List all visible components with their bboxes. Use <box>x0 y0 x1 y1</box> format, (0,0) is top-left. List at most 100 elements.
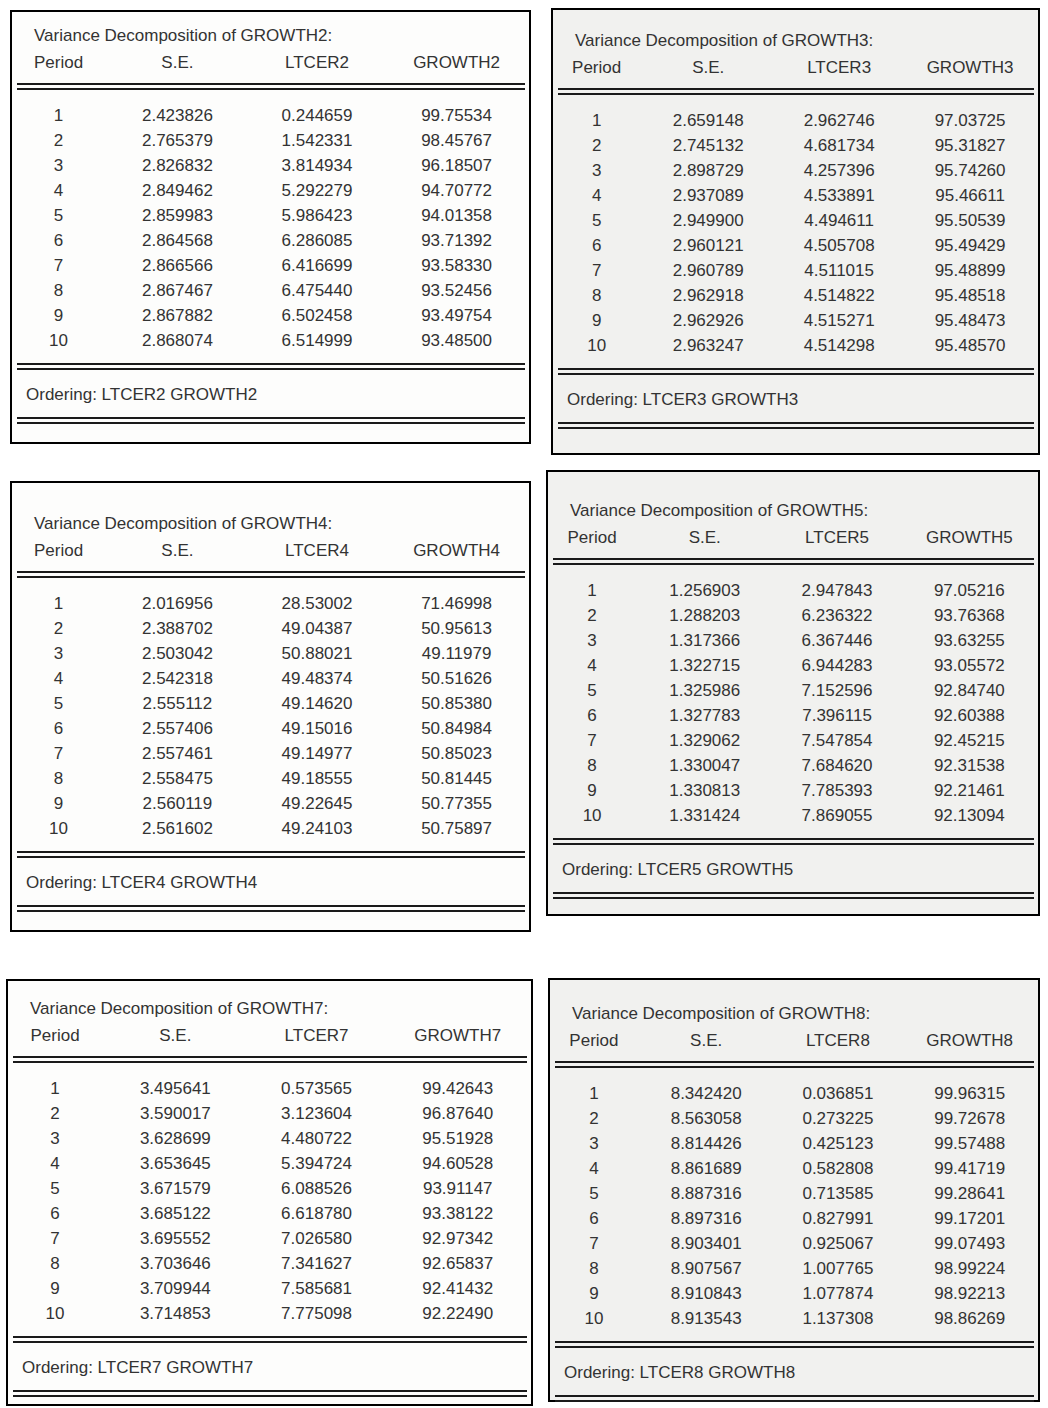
table-cell: 92.84740 <box>901 678 1038 703</box>
column-header-growth: GROWTH2 <box>384 50 529 75</box>
table-cell: 5.986423 <box>250 203 384 228</box>
table-cell: 0.582808 <box>774 1156 901 1181</box>
table-row: 11.2569032.94784397.05216 <box>548 578 1038 603</box>
table-cell: 5 <box>12 691 105 716</box>
table-title: Variance Decomposition of GROWTH3: <box>553 30 1038 51</box>
table-row: 103.7148537.77509892.22490 <box>8 1301 531 1326</box>
ordering-note: Ordering: LTCER7 GROWTH7 <box>22 1358 531 1378</box>
table-row: 22.7451324.68173495.31827 <box>553 133 1038 158</box>
table-row: 52.8599835.98642394.01358 <box>12 203 529 228</box>
table-cell: 50.95613 <box>384 616 529 641</box>
table-cell: 2.560119 <box>105 791 250 816</box>
column-header-growth: GROWTH8 <box>901 1028 1038 1053</box>
table-cell: 2.864568 <box>105 228 250 253</box>
table-cell: 0.036851 <box>774 1081 901 1106</box>
table-cell: 5.394724 <box>249 1151 385 1176</box>
table-row: 63.6851226.61878093.38122 <box>8 1201 531 1226</box>
table-cell: 49.14620 <box>250 691 384 716</box>
table-header-row: Period S.E. LTCER4 GROWTH4 <box>12 538 529 563</box>
table-cell: 95.74260 <box>902 158 1038 183</box>
table-cell: 6.618780 <box>249 1201 385 1226</box>
table-row: 101.3314247.86905592.13094 <box>548 803 1038 828</box>
table-row: 13.4956410.57356599.42643 <box>8 1076 531 1101</box>
table-cell: 5 <box>8 1176 102 1201</box>
table-cell: 2.555112 <box>105 691 250 716</box>
table-cell: 2.960789 <box>640 258 776 283</box>
table-cell: 2.558475 <box>105 766 250 791</box>
column-header-period: Period <box>8 1023 102 1048</box>
column-header-ltcer: LTCER2 <box>250 50 384 75</box>
table-cell: 0.925067 <box>774 1231 901 1256</box>
table-cell: 1.137308 <box>774 1306 901 1331</box>
table-cell: 2 <box>548 603 636 628</box>
table-cell: 92.97342 <box>385 1226 531 1251</box>
table-cell: 71.46998 <box>384 591 529 616</box>
table-cell: 6.286085 <box>250 228 384 253</box>
table-row: 91.3308137.78539392.21461 <box>548 778 1038 803</box>
table-cell: 99.28641 <box>901 1181 1038 1206</box>
table-row: 23.5900173.12360496.87640 <box>8 1101 531 1126</box>
table-cell: 1.317366 <box>636 628 773 653</box>
table-cell: 3.495641 <box>102 1076 248 1101</box>
table-cell: 7 <box>12 253 105 278</box>
table-cell: 99.07493 <box>901 1231 1038 1256</box>
table-cell: 3 <box>8 1126 102 1151</box>
table-cell: 8.913543 <box>638 1306 775 1331</box>
table-row: 82.55847549.1855550.81445 <box>12 766 529 791</box>
table-cell: 5.292279 <box>250 178 384 203</box>
table-row: 22.7653791.54233198.45767 <box>12 128 529 153</box>
table-cell: 6 <box>8 1201 102 1226</box>
column-header-growth: GROWTH5 <box>901 525 1038 550</box>
double-rule <box>555 1061 1034 1068</box>
table-cell: 2.962918 <box>640 283 776 308</box>
table-cell: 7.585681 <box>249 1276 385 1301</box>
table-cell: 50.51626 <box>384 666 529 691</box>
column-header-se: S.E. <box>105 50 250 75</box>
table-cell: 93.05572 <box>901 653 1038 678</box>
table-cell: 1.256903 <box>636 578 773 603</box>
table-cell: 7 <box>550 1231 638 1256</box>
table-row: 62.9601214.50570895.49429 <box>553 233 1038 258</box>
table-cell: 8 <box>548 753 636 778</box>
table-cell: 94.70772 <box>384 178 529 203</box>
table-cell: 4.515271 <box>776 308 902 333</box>
table-cell: 2.867882 <box>105 303 250 328</box>
variance-table-growth7: Variance Decomposition of GROWTH7: Perio… <box>6 979 533 1406</box>
table-header-row: Period S.E. LTCER5 GROWTH5 <box>548 525 1038 550</box>
table-cell: 2 <box>12 616 105 641</box>
table-row: 48.8616890.58280899.41719 <box>550 1156 1038 1181</box>
table-row: 12.6591482.96274697.03725 <box>553 108 1038 133</box>
table-cell: 8 <box>12 278 105 303</box>
table-cell: 49.48374 <box>250 666 384 691</box>
table-cell: 93.63255 <box>901 628 1038 653</box>
table-cell: 94.60528 <box>385 1151 531 1176</box>
table-cell: 1.330047 <box>636 753 773 778</box>
table-cell: 93.76368 <box>901 603 1038 628</box>
table-cell: 49.11979 <box>384 641 529 666</box>
double-rule <box>17 851 525 858</box>
table-cell: 3.671579 <box>102 1176 248 1201</box>
table-row: 12.4238260.24465999.75534 <box>12 103 529 128</box>
table-cell: 49.15016 <box>250 716 384 741</box>
table-cell: 4.681734 <box>776 133 902 158</box>
table-cell: 2.947843 <box>773 578 900 603</box>
table-cell: 2.423826 <box>105 103 250 128</box>
table-row: 102.9632474.51429895.48570 <box>553 333 1038 358</box>
table-row: 38.8144260.42512399.57488 <box>550 1131 1038 1156</box>
table-row: 108.9135431.13730898.86269 <box>550 1306 1038 1331</box>
table-cell: 4 <box>12 666 105 691</box>
table-cell: 3 <box>12 641 105 666</box>
table-cell: 4.533891 <box>776 183 902 208</box>
table-cell: 1 <box>12 103 105 128</box>
table-cell: 2.557461 <box>105 741 250 766</box>
table-header-row: Period S.E. LTCER8 GROWTH8 <box>550 1028 1038 1053</box>
column-header-se: S.E. <box>105 538 250 563</box>
table-cell: 0.425123 <box>774 1131 901 1156</box>
table-cell: 8.907567 <box>638 1256 775 1281</box>
table-cell: 5 <box>548 678 636 703</box>
double-rule <box>13 1336 527 1343</box>
table-cell: 4 <box>550 1156 638 1181</box>
table-cell: 2 <box>8 1101 102 1126</box>
double-rule <box>558 422 1034 429</box>
table-cell: 99.75534 <box>384 103 529 128</box>
